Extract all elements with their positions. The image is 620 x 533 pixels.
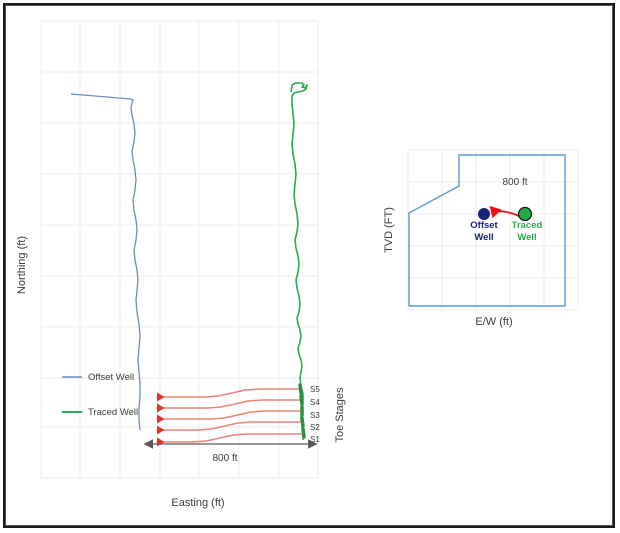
main-y-axis-label: Northing (ft): [16, 236, 28, 294]
stage-label-s2: S2: [310, 423, 320, 432]
inset-connector-arrow: [489, 205, 520, 219]
main-plot-grid: [40, 20, 319, 479]
stage-label-s4: S4: [310, 398, 320, 407]
stage-label-s5: S5: [310, 385, 320, 394]
inset-y-axis-label: TVD (FT): [383, 207, 395, 253]
traced-well-trajectory: [290, 82, 308, 440]
inset-x-axis-label: E/W (ft): [475, 316, 512, 328]
stage-labels-group: S5 S4 S3 S2 S1: [310, 385, 320, 444]
inset-offset-well-label-line2: Well: [474, 232, 493, 243]
legend-item-offset-well[interactable]: Offset Well: [62, 372, 134, 383]
inset-dimension-label: 800 ft: [502, 177, 527, 188]
offset-well-trajectory: [70, 93, 141, 431]
stage-label-s3: S3: [310, 411, 320, 420]
main-x-axis-label: Easting (ft): [171, 497, 224, 509]
legend-label-offset-well: Offset Well: [88, 372, 134, 383]
legend-item-traced-well[interactable]: Traced Well: [62, 407, 138, 418]
inset-traced-well-label-line1: Traced: [512, 220, 543, 231]
inset-traced-well-marker[interactable]: [517, 206, 533, 222]
inset-plot: 800 ft Offset Well Traced Well TVD (FT) …: [383, 149, 579, 328]
stage-label-s1: S1: [310, 435, 320, 444]
inset-traced-well-label-line2: Well: [517, 232, 536, 243]
toe-stage-ticks: [298, 383, 306, 439]
main-dimension-label: 800 ft: [212, 453, 237, 464]
inset-well-profile-outline: [408, 154, 566, 307]
main-dimension-800ft: 800 ft: [143, 439, 318, 464]
legend-label-traced-well: Traced Well: [88, 407, 138, 418]
inset-offset-well-label-line1: Offset: [470, 220, 498, 231]
toe-stages-axis-label: Toe Stages: [334, 387, 346, 443]
legend: Offset Well Traced Well: [62, 372, 138, 418]
inset-offset-well-marker[interactable]: [478, 208, 490, 220]
